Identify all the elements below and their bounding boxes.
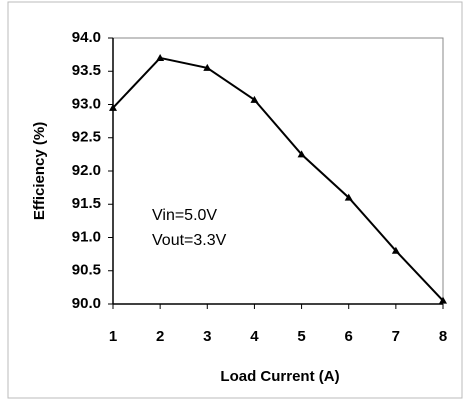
data-point — [250, 95, 259, 103]
x-axis-title: Load Current (A) — [220, 368, 339, 385]
data-point — [439, 296, 447, 304]
data-point — [344, 193, 353, 201]
y-tick-label: 91.0 — [72, 228, 101, 245]
x-tick-label: 8 — [439, 328, 447, 345]
y-tick-label: 93.0 — [72, 95, 101, 112]
outer-frame — [7, 1, 463, 399]
annotation: Vout=3.3V — [152, 232, 227, 249]
x-tick-label: 5 — [297, 328, 305, 345]
y-tick-label: 94.0 — [72, 29, 101, 46]
x-tick-label: 4 — [250, 328, 259, 345]
x-tick-label: 1 — [109, 328, 117, 345]
data-point — [297, 150, 306, 158]
x-tick-label: 6 — [345, 328, 353, 345]
data-line — [112, 56, 444, 302]
annotation: Vin=5.0V — [152, 207, 217, 224]
y-tick-label: 92.0 — [72, 162, 101, 179]
plot-frame — [112, 37, 444, 305]
data-point — [391, 246, 400, 254]
data-point — [109, 103, 117, 111]
y-tick-label: 90.5 — [72, 262, 101, 279]
y-tick-label: 91.5 — [72, 195, 101, 212]
y-tick-label: 92.5 — [72, 129, 101, 146]
x-tick-label: 3 — [203, 328, 211, 345]
y-tick-label: 90.0 — [72, 295, 101, 312]
data-point — [203, 63, 212, 71]
y-tick-label: 93.5 — [72, 62, 101, 79]
x-tick-label: 2 — [156, 328, 164, 345]
y-axis-title: Efficiency (%) — [31, 122, 48, 220]
x-tick-label: 7 — [392, 328, 400, 345]
data-point — [156, 53, 165, 61]
